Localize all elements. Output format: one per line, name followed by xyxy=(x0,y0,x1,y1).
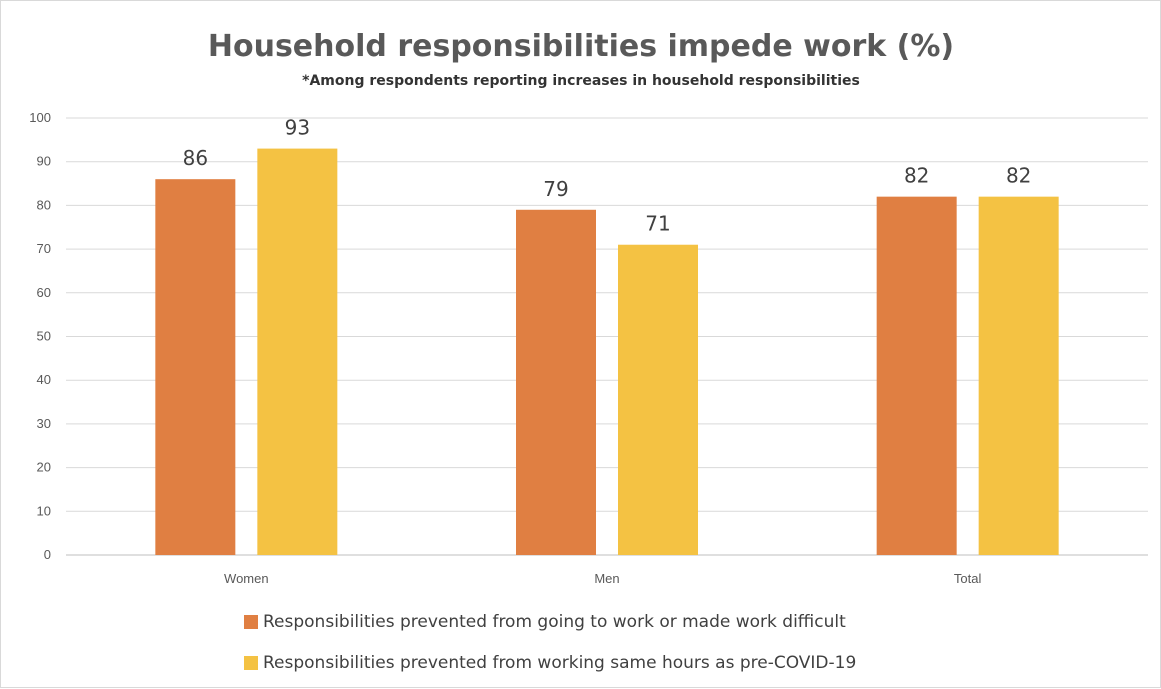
y-tick-label: 10 xyxy=(37,503,51,518)
bars xyxy=(155,148,1059,556)
chart-subtitle: *Among respondents reporting increases i… xyxy=(302,73,860,89)
y-tick-label: 20 xyxy=(37,460,51,475)
legend-swatch xyxy=(244,656,258,670)
category-label: Women xyxy=(224,571,269,586)
gridlines xyxy=(66,117,1148,556)
legend: Responsibilities prevented from going to… xyxy=(244,612,856,673)
data-labels: 86 93 79 71 82 82 xyxy=(183,116,1032,236)
category-label: Total xyxy=(954,571,982,586)
bar-total-series-2 xyxy=(978,196,1059,555)
legend-label: Responsibilities prevented from going to… xyxy=(263,612,846,632)
chart-title: Household responsibilities impede work (… xyxy=(208,29,954,64)
y-tick-label: 30 xyxy=(37,416,51,431)
y-axis-ticks: 0 10 20 30 40 50 60 70 80 90 100 xyxy=(29,110,51,562)
category-label: Men xyxy=(594,571,619,586)
legend-swatch xyxy=(244,615,258,629)
bar-women-series-2 xyxy=(257,148,338,555)
category-labels: Women Men Total xyxy=(224,571,981,586)
data-label: 93 xyxy=(285,116,310,140)
y-tick-label: 80 xyxy=(37,197,51,212)
data-label: 82 xyxy=(1006,164,1031,188)
data-label: 79 xyxy=(543,177,568,201)
data-label: 86 xyxy=(183,146,208,170)
bar-total-series-1 xyxy=(876,196,957,555)
legend-label: Responsibilities prevented from working … xyxy=(263,653,856,673)
bar-women-series-1 xyxy=(155,179,236,555)
y-tick-label: 50 xyxy=(37,329,51,344)
bar-men-series-1 xyxy=(516,209,596,555)
y-tick-label: 60 xyxy=(37,285,51,300)
y-tick-label: 70 xyxy=(37,241,51,256)
data-label: 82 xyxy=(904,164,929,188)
y-tick-label: 100 xyxy=(29,110,51,125)
data-label: 71 xyxy=(645,212,670,236)
bar-men-series-2 xyxy=(618,244,698,556)
y-tick-label: 0 xyxy=(44,547,51,562)
y-tick-label: 90 xyxy=(37,154,51,169)
y-tick-label: 40 xyxy=(37,372,51,387)
